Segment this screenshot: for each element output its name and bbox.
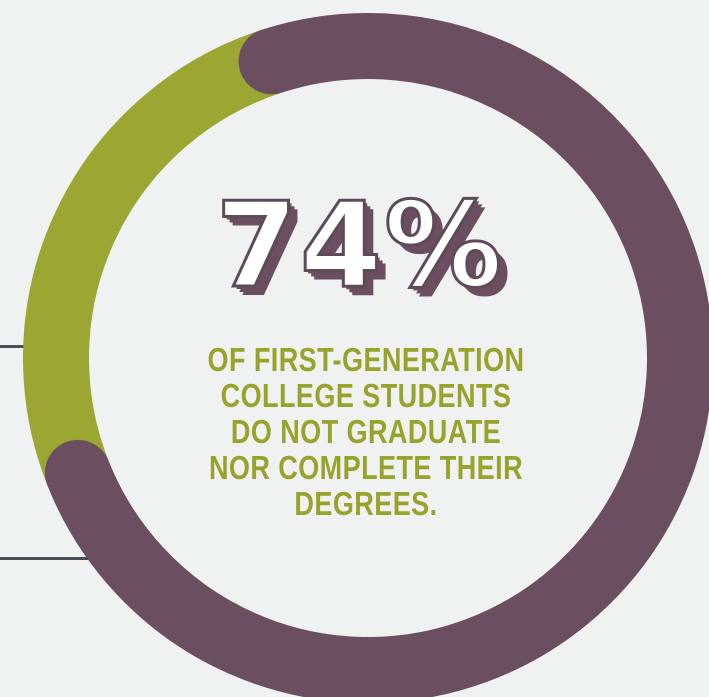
donut-segment-remaining (23, 29, 283, 485)
statistic-caption: OF FIRST-GENERATION COLLEGE STUDENTS DO … (207, 341, 525, 522)
divider-line-bottom (0, 557, 110, 560)
donut-segment-value (44, 13, 709, 697)
percentage-value: 74% (214, 175, 505, 316)
